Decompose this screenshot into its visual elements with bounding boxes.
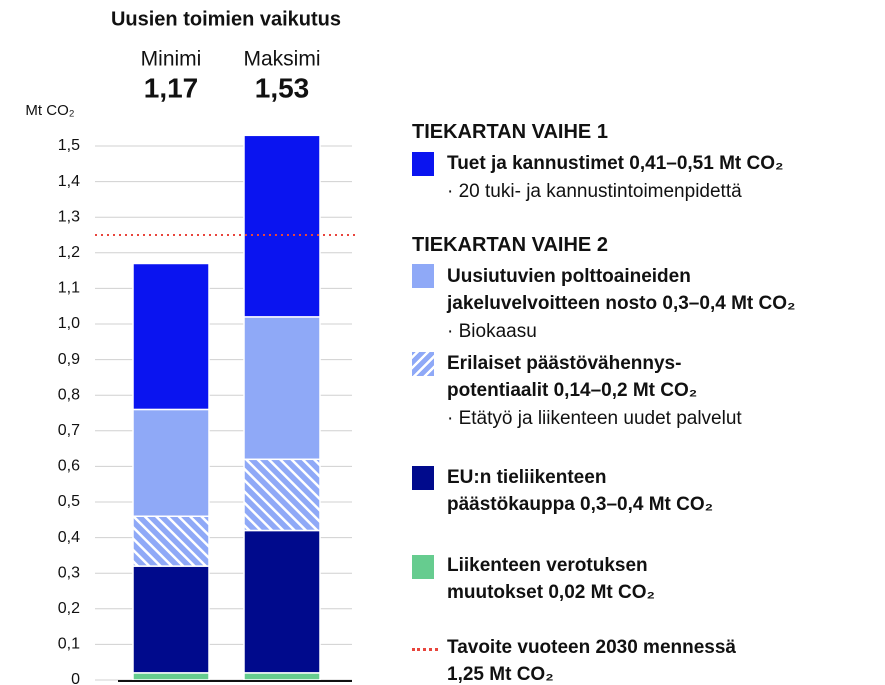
bar-segment	[132, 672, 210, 681]
bar-segment	[243, 672, 321, 681]
legend-text: Liikenteen verotuksen muutokset 0,02 Mt …	[447, 555, 655, 603]
y-tick-label: 0,3	[58, 564, 80, 581]
legend-swatch	[412, 466, 434, 490]
y-tick-label: 0,5	[58, 493, 80, 510]
legend-swatch	[412, 152, 434, 176]
legend-heading: TIEKARTAN VAIHE 1	[412, 121, 608, 143]
category-label: Minimi	[141, 48, 202, 71]
total-label: 1,17	[144, 72, 199, 103]
legend-swatch	[412, 555, 434, 579]
legend-swatch	[412, 352, 434, 376]
legend-target-text: Tavoite vuoteen 2030 mennessä 1,25 Mt CO…	[447, 637, 736, 685]
legend-text: EU:n tieliikenteen päästökauppa 0,3–0,4 …	[447, 467, 714, 515]
y-tick-label: 0,4	[58, 529, 80, 546]
y-tick-label: 1,4	[58, 173, 80, 190]
y-tick-label: 0	[71, 671, 80, 685]
bar-segment	[243, 458, 321, 532]
y-tick-label: 0,8	[58, 386, 80, 403]
bar-segment	[243, 529, 321, 674]
bar-segment	[132, 408, 210, 517]
y-tick-label: 1,3	[58, 208, 80, 225]
total-label: 1,53	[255, 72, 310, 103]
legend-note: · Etätyö ja liikenteen uudet palvelut	[447, 408, 742, 429]
y-tick-label: 0,6	[58, 458, 80, 475]
legend-text: Erilaiset päästövähennys- potentiaalit 0…	[447, 353, 698, 401]
y-tick-label: 0,9	[58, 351, 80, 368]
y-axis-label: Mt CO₂	[25, 102, 74, 119]
legend-note: · Biokaasu	[447, 321, 537, 342]
y-tick-label: 0,1	[58, 636, 80, 653]
legend-heading: TIEKARTAN VAIHE 2	[412, 234, 608, 256]
legend-swatch	[412, 264, 434, 288]
y-tick-label: 0,2	[58, 600, 80, 617]
legend-target-swatch	[412, 648, 438, 651]
legend-note: · 20 tuki- ja kannustintoimenpidettä	[447, 181, 742, 202]
category-label: Maksimi	[244, 48, 321, 71]
bar-segment	[132, 515, 210, 567]
y-tick-label: 1,5	[58, 137, 80, 154]
bar-segment	[132, 262, 210, 411]
y-tick-label: 0,7	[58, 422, 80, 439]
y-tick-label: 1,0	[58, 315, 80, 332]
chart-title: Uusien toimien vaikutus	[111, 8, 341, 30]
y-tick-label: 1,1	[58, 280, 80, 297]
bar-segment	[132, 565, 210, 674]
bar-segment	[243, 316, 321, 461]
legend-text: Uusiutuvien polttoaineiden jakeluvelvoit…	[447, 266, 796, 314]
bar-segment	[243, 134, 321, 318]
legend-text: Tuet ja kannustimet 0,41–0,51 Mt CO₂	[447, 153, 784, 174]
y-tick-label: 1,2	[58, 244, 80, 261]
